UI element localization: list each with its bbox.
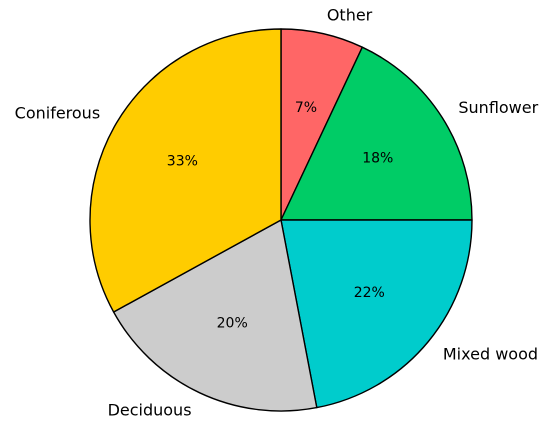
pie-slice-mixed-wood (280, 219, 473, 409)
pie-slice-sunflower (280, 46, 473, 221)
pie-labels: Other 7% Sunflower 18% Mixed wood 22% Deciduou… (15, 5, 539, 419)
slice-percent-coniferous: 33% (167, 154, 198, 170)
slice-percent-other: 7% (295, 100, 317, 116)
pie-slices (89, 28, 473, 412)
pie-slice-deciduous (112, 219, 318, 412)
slice-label-sunflower: Sunflower (458, 98, 538, 117)
slice-label-other: Other (327, 5, 373, 24)
slice-label-deciduous: Deciduous (108, 401, 192, 420)
slice-percent-sunflower: 18% (362, 151, 393, 167)
slice-label-coniferous: Coniferous (15, 104, 101, 123)
slice-percent-deciduous: 20% (217, 316, 248, 332)
slice-label-mixed-wood: Mixed wood (443, 344, 538, 363)
pie-slice-coniferous (89, 28, 282, 313)
slice-percent-mixed-wood: 22% (354, 285, 385, 301)
